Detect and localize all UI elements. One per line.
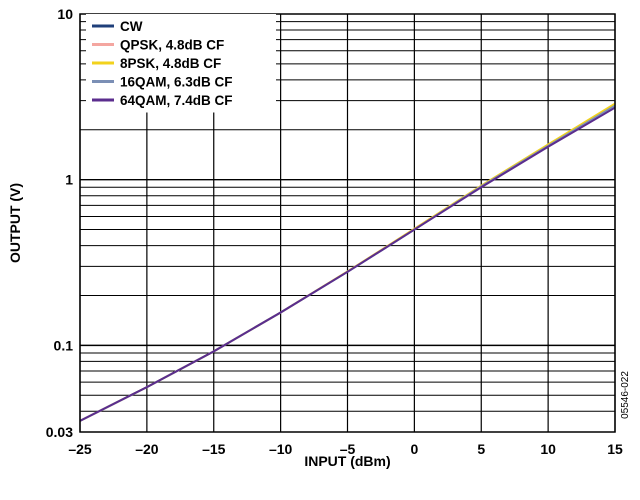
y-tick-label: 0.1	[54, 337, 74, 353]
plot-frame	[79, 13, 616, 433]
y-tick-label: 0.03	[46, 424, 73, 440]
series-lines	[79, 102, 616, 422]
x-tick-label: 10	[540, 441, 556, 457]
tick-labels: –25 –20 –15 –10 –5 0 5 10 15 0.03 0.1 1 10	[46, 6, 623, 457]
x-tick-label: –10	[269, 441, 293, 457]
legend-label: QPSK, 4.8dB CF	[120, 38, 224, 53]
x-tick-label: –20	[135, 441, 159, 457]
y-axis-title: OUTPUT (V)	[7, 183, 23, 263]
series-line-5	[79, 106, 616, 422]
grid	[79, 14, 616, 432]
legend: CW QPSK, 4.8dB CF 8PSK, 4.8dB CF 16QAM, 6.3…	[86, 14, 276, 113]
legend-label: CW	[120, 19, 143, 34]
x-tick-label: 5	[477, 441, 485, 457]
legend-label: 8PSK, 4.8dB CF	[120, 56, 221, 71]
legend-label: 16QAM, 6.3dB CF	[120, 75, 233, 90]
legend-background	[86, 14, 276, 113]
x-axis-title: INPUT (dBm)	[304, 453, 390, 469]
x-tick-label: 0	[410, 441, 418, 457]
x-tick-label: –5	[340, 441, 356, 457]
x-tick-label: 15	[607, 441, 623, 457]
figure-id: 05546-022	[620, 371, 631, 419]
y-tick-label: 1	[65, 172, 73, 188]
x-tick-label: –25	[68, 441, 92, 457]
legend-label: 64QAM, 7.4dB CF	[120, 93, 233, 108]
y-tick-label: 10	[57, 6, 73, 22]
x-tick-label: –15	[202, 441, 226, 457]
